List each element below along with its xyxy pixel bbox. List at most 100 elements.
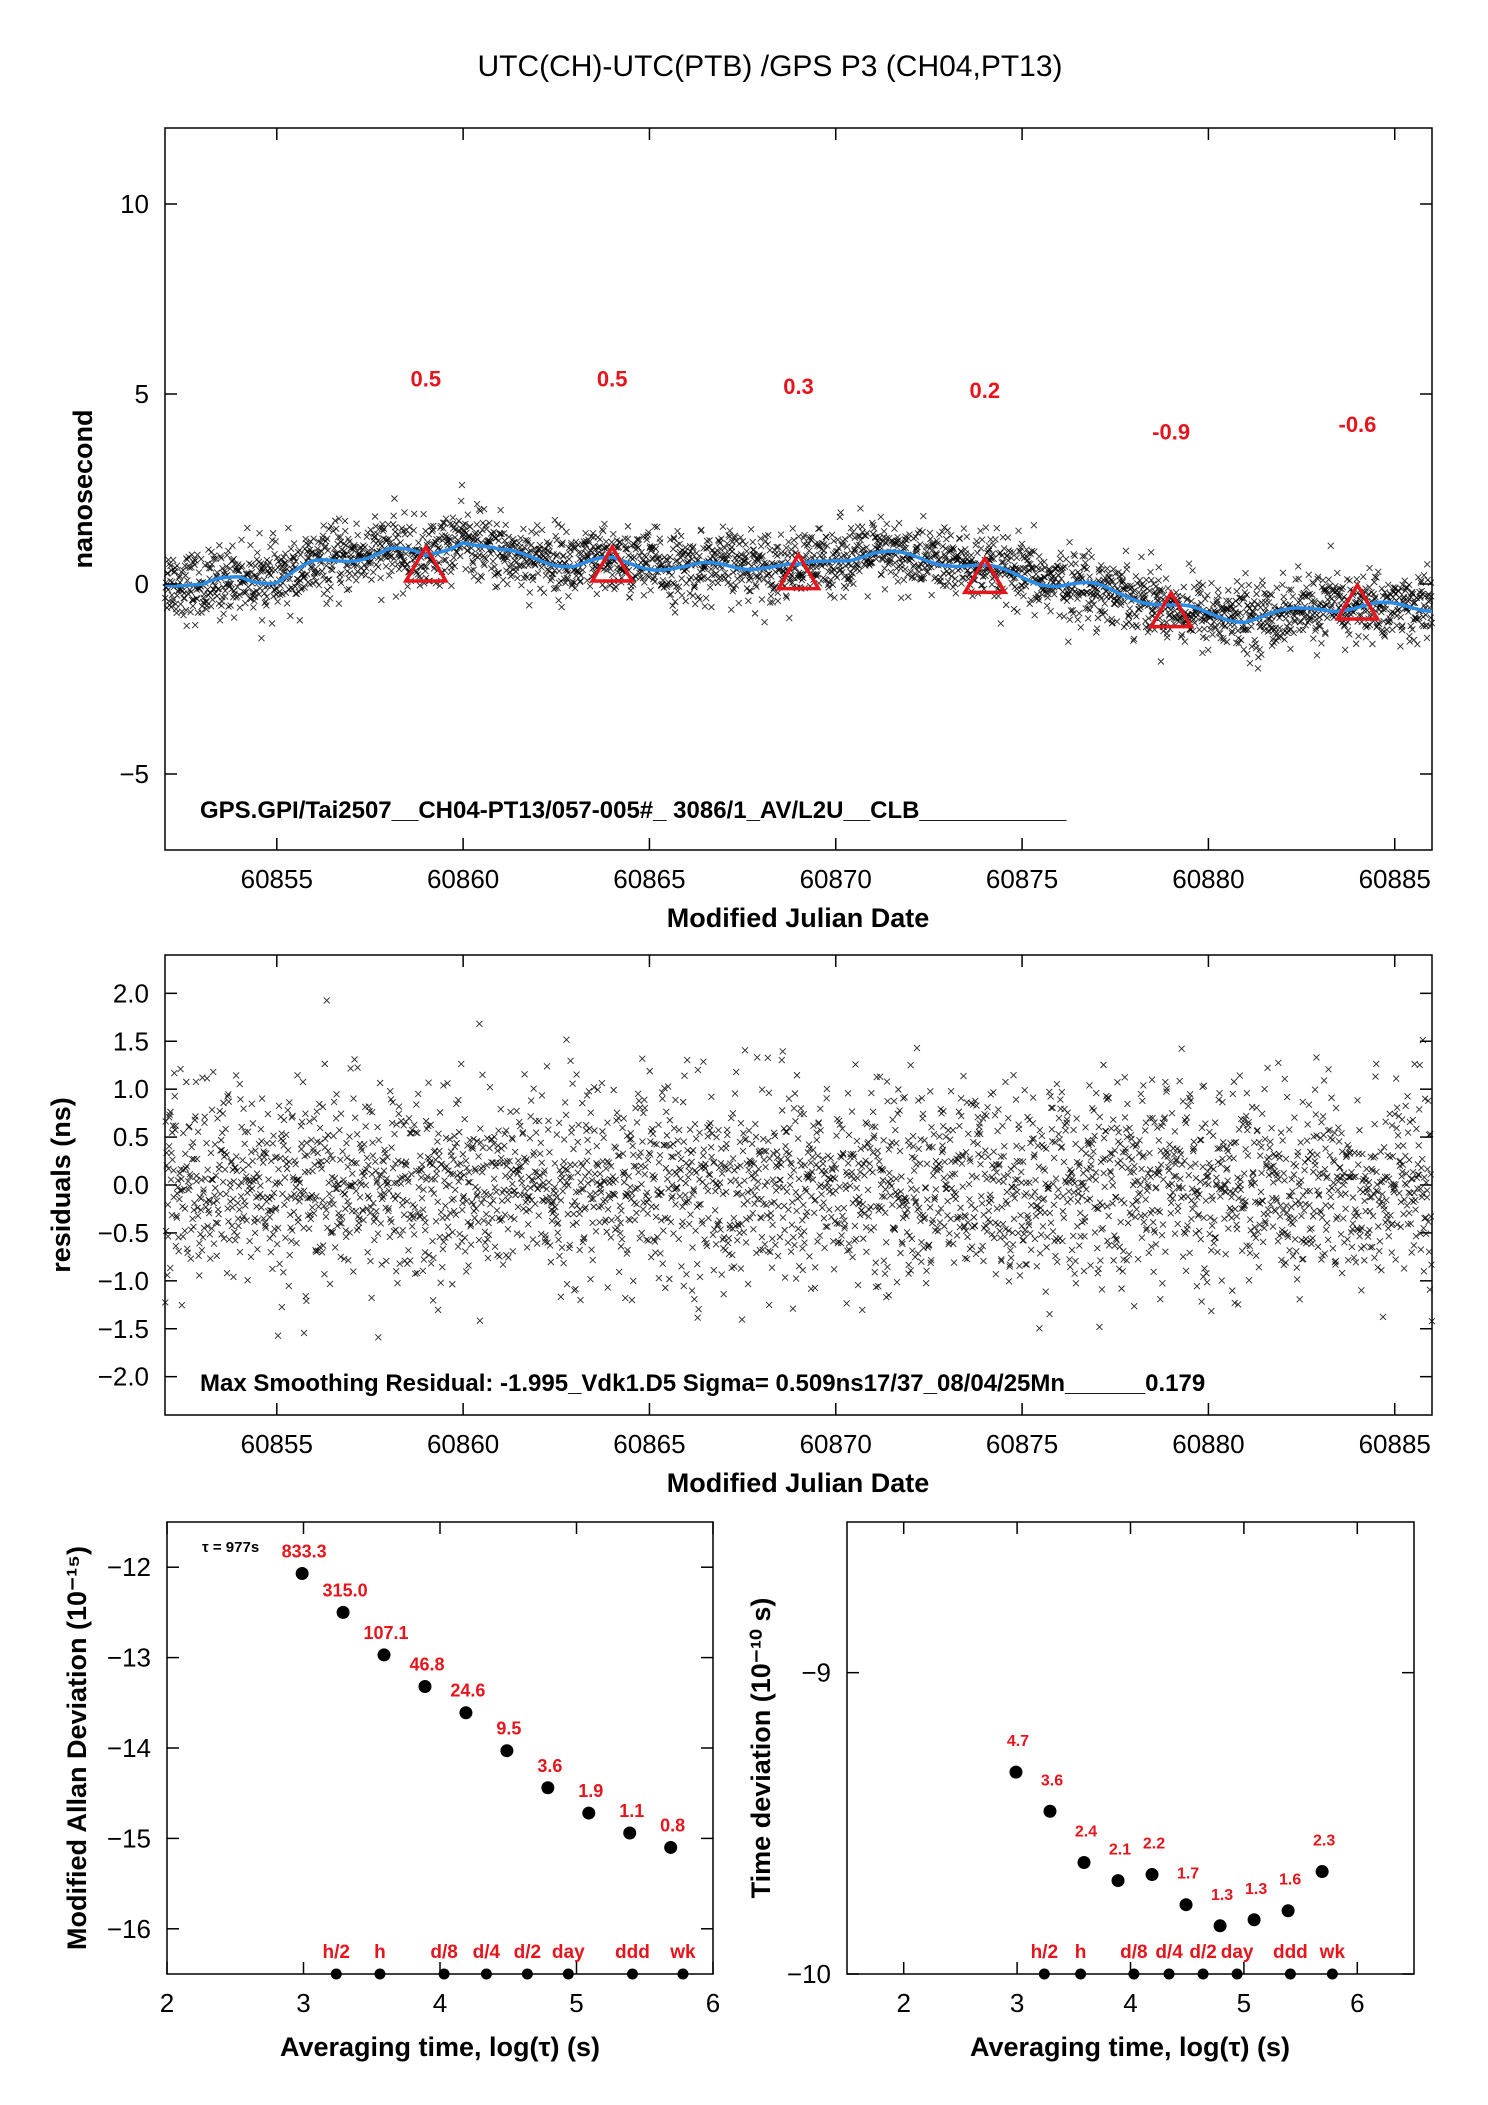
phase-point xyxy=(1082,559,1089,567)
phase-point xyxy=(1070,572,1078,579)
phase-point xyxy=(285,524,292,532)
phase-point xyxy=(1118,571,1126,579)
phase-point xyxy=(446,520,454,528)
phase-point xyxy=(773,552,781,559)
marker-label: 0.2 xyxy=(970,378,1001,403)
phase-point xyxy=(329,527,337,535)
phase-point xyxy=(671,609,679,616)
phase-point xyxy=(221,567,228,575)
phase-point xyxy=(565,592,572,600)
phase-point xyxy=(837,509,845,516)
phase-point xyxy=(560,552,567,560)
phase-point xyxy=(569,580,576,588)
phase-point xyxy=(520,525,527,533)
phase-point xyxy=(832,548,840,555)
phase-point xyxy=(979,582,986,589)
phase-point xyxy=(923,548,930,555)
phase-point xyxy=(387,539,395,546)
phase-point xyxy=(224,547,232,555)
phase-point xyxy=(320,522,327,529)
phase-point xyxy=(766,546,774,554)
phase-point xyxy=(207,565,215,572)
phase-point xyxy=(180,611,187,619)
phase-point xyxy=(535,545,543,553)
phase-point xyxy=(335,533,342,541)
phase-point xyxy=(653,555,660,563)
phase-point xyxy=(988,581,996,588)
phase-point xyxy=(751,610,759,617)
phase-point xyxy=(164,586,172,594)
phase-point xyxy=(706,583,714,591)
phase-point xyxy=(918,574,926,582)
phase-point xyxy=(351,541,358,549)
phase-point xyxy=(363,533,371,541)
phase-point xyxy=(493,521,501,528)
phase-point xyxy=(351,571,359,578)
phase-point xyxy=(230,555,237,563)
phase-point xyxy=(892,571,900,579)
phase-point xyxy=(274,598,282,605)
phase-point xyxy=(974,549,981,557)
phase-point xyxy=(644,531,652,539)
phase-point xyxy=(269,529,277,537)
phase-point xyxy=(1046,566,1054,574)
phase-point xyxy=(242,588,250,596)
phase-point xyxy=(724,579,732,587)
phase-point xyxy=(217,554,225,562)
phase-point xyxy=(1133,612,1140,620)
phase-point xyxy=(1061,563,1069,571)
phase-point xyxy=(586,582,594,590)
phase-point xyxy=(545,542,552,549)
phase-point xyxy=(736,572,744,580)
phase-point xyxy=(774,543,782,551)
phase-point xyxy=(844,575,851,583)
phase-point xyxy=(773,543,780,551)
phase-point xyxy=(374,530,381,538)
phase-point xyxy=(267,571,275,579)
phase-point xyxy=(1086,573,1093,580)
phase-point xyxy=(1004,557,1012,564)
phase-point xyxy=(924,568,932,575)
phase-point xyxy=(1035,565,1042,573)
phase-point xyxy=(1026,600,1034,608)
phase-point xyxy=(916,541,924,548)
phase-point xyxy=(491,563,498,571)
phase-point xyxy=(552,532,559,540)
phase-point xyxy=(1022,582,1030,590)
phase-point xyxy=(851,548,859,555)
phase-point xyxy=(977,581,985,589)
phase-point xyxy=(1056,612,1063,619)
phase-point xyxy=(783,544,790,552)
phase-point xyxy=(1134,624,1141,631)
phase-point xyxy=(168,591,176,599)
phase-point xyxy=(771,568,779,576)
phase-point xyxy=(358,570,366,578)
phase-point xyxy=(698,574,706,582)
phase-point xyxy=(439,536,446,544)
phase-point xyxy=(558,541,566,548)
phase-point xyxy=(177,600,184,608)
phase-point xyxy=(717,545,725,553)
phase-point xyxy=(934,540,941,547)
phase-point xyxy=(291,583,299,590)
phase-point xyxy=(495,537,503,545)
phase-point xyxy=(392,523,399,531)
phase-point xyxy=(949,583,957,591)
phase-point xyxy=(188,551,196,559)
phase-point xyxy=(1083,565,1091,573)
x-tick-label: 60885 xyxy=(1359,864,1431,894)
phase-point xyxy=(267,543,274,551)
phase-point xyxy=(207,602,215,610)
phase-point xyxy=(392,593,400,600)
phase-point xyxy=(1115,569,1122,576)
phase-point xyxy=(541,545,548,552)
phase-point xyxy=(886,555,894,563)
phase-point xyxy=(691,584,698,591)
phase-point xyxy=(562,579,569,587)
phase-point xyxy=(747,587,754,595)
phase-point xyxy=(581,545,589,552)
phase-point xyxy=(189,602,197,610)
phase-point xyxy=(668,572,675,579)
phase-point xyxy=(1127,582,1134,589)
phase-x-axis-label: Modified Julian Date xyxy=(667,903,930,933)
